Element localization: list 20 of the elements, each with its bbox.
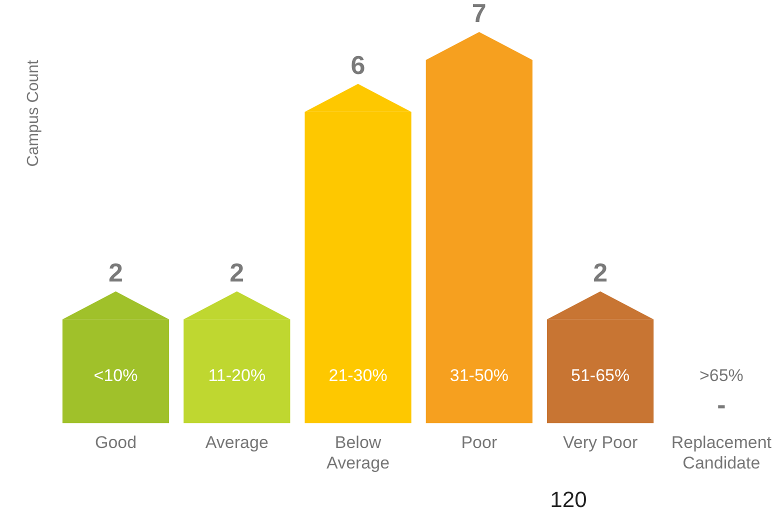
annotation: >65% xyxy=(699,366,744,385)
annotation: 21-30% xyxy=(328,366,388,385)
x-tick-label: Average xyxy=(205,433,268,452)
data-label: 2 xyxy=(593,258,608,288)
x-tick-label: Poor xyxy=(461,433,498,452)
x-tick-label: Replacement Candidate xyxy=(671,433,772,472)
x-tick-label: Below Average xyxy=(326,433,390,472)
data-label: - xyxy=(717,389,726,420)
y-axis-title: Campus Count xyxy=(25,59,42,167)
data-label: 2 xyxy=(108,258,123,288)
data-label: 7 xyxy=(472,0,486,28)
text: 120 xyxy=(550,487,587,512)
annotation: 51-65% xyxy=(570,366,630,385)
x-tick-label: Good xyxy=(94,433,137,452)
data-label: 6 xyxy=(350,50,366,80)
annotation: 31-50% xyxy=(450,366,508,385)
annotation: 11-20% xyxy=(208,366,266,385)
data-label: 2 xyxy=(230,258,244,288)
annotation: <10% xyxy=(94,366,138,385)
x-tick-label: Very Poor xyxy=(562,433,638,452)
